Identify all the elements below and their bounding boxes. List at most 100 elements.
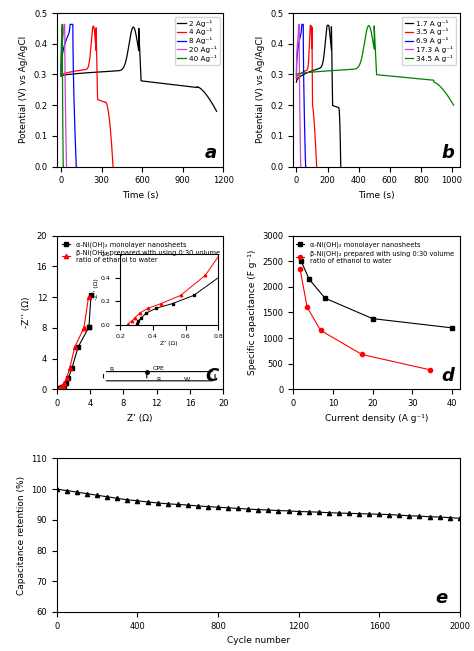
α-Ni(OH)₂ monolayer nanosheets — [57, 385, 63, 393]
17.3 A g⁻¹ — [294, 51, 300, 59]
34.5 A g⁻¹ — [419, 75, 424, 83]
Line: 4 Ag⁻¹: 4 Ag⁻¹ — [61, 26, 113, 167]
20 Ag⁻¹ — [64, 163, 69, 171]
34.5 A g⁻¹ — [356, 61, 362, 69]
2 Ag⁻¹ — [127, 37, 132, 45]
α-Ni(OH)₂ monolayer nanosheets — [75, 343, 81, 351]
Y-axis label: Specific capacitance (F g⁻¹): Specific capacitance (F g⁻¹) — [248, 250, 257, 375]
α-Ni(OH)₂ monolayer nanosheets — [59, 383, 65, 391]
α-Ni(OH)₂ monolayer nanosheets — [449, 324, 455, 332]
2 Ag⁻¹ — [165, 80, 171, 88]
4 Ag⁻¹ — [58, 72, 64, 80]
Text: R: R — [109, 367, 114, 372]
Line: 6.9 A g⁻¹: 6.9 A g⁻¹ — [296, 24, 306, 167]
6.9 A g⁻¹ — [303, 161, 309, 169]
β-Ni(OH)₂ prepared with using 0:30 volume
ratio of ethanol to water — [427, 366, 433, 374]
β-Ni(OH)₂ prepared with using 0:30 volume
ratio of ethanol to water — [81, 324, 87, 332]
40 Ag⁻¹ — [60, 163, 66, 171]
17.3 A g⁻¹ — [298, 161, 303, 169]
17.3 A g⁻¹ — [298, 163, 303, 171]
1.7 A g⁻¹ — [332, 102, 337, 110]
Line: 40 Ag⁻¹: 40 Ag⁻¹ — [61, 24, 63, 167]
4 Ag⁻¹ — [76, 66, 82, 74]
1.7 A g⁻¹ — [306, 68, 312, 76]
Line: β-Ni(OH)₂ prepared with using 0:30 volume
ratio of ethanol to water: β-Ni(OH)₂ prepared with using 0:30 volum… — [57, 295, 91, 391]
Legend: α-Ni(OH)₂ monolayer nanosheets, β-Ni(OH)₂ prepared with using 0:30 volume
ratio : α-Ni(OH)₂ monolayer nanosheets, β-Ni(OH)… — [294, 239, 456, 266]
Line: α-Ni(OH)₂ monolayer nanosheets: α-Ni(OH)₂ monolayer nanosheets — [57, 293, 93, 391]
α-Ni(OH)₂ monolayer nanosheets — [322, 294, 328, 302]
α-Ni(OH)₂ monolayer nanosheets — [56, 385, 62, 393]
Y-axis label: Potential (V) vs Ag/AgCl: Potential (V) vs Ag/AgCl — [19, 36, 28, 143]
1.7 A g⁻¹ — [338, 163, 344, 171]
Text: b: b — [441, 144, 455, 162]
34.5 A g⁻¹ — [416, 75, 421, 83]
Legend: 2 Ag⁻¹, 4 Ag⁻¹, 8 Ag⁻¹, 20 Ag⁻¹, 40 Ag⁻¹: 2 Ag⁻¹, 4 Ag⁻¹, 8 Ag⁻¹, 20 Ag⁻¹, 40 Ag⁻¹ — [174, 17, 220, 64]
α-Ni(OH)₂ monolayer nanosheets — [370, 314, 375, 322]
40 Ag⁻¹ — [60, 154, 66, 162]
α-Ni(OH)₂ monolayer nanosheets — [63, 380, 68, 387]
40 Ag⁻¹ — [58, 51, 64, 59]
β-Ni(OH)₂ prepared with using 0:30 volume
ratio of ethanol to water — [57, 385, 63, 393]
34.5 A g⁻¹ — [401, 74, 407, 81]
Text: W: W — [184, 376, 190, 381]
20 Ag⁻¹ — [64, 161, 69, 169]
4 Ag⁻¹ — [71, 68, 76, 76]
4 Ag⁻¹ — [90, 23, 96, 31]
2 Ag⁻¹ — [58, 72, 64, 80]
β-Ni(OH)₂ prepared with using 0:30 volume
ratio of ethanol to water — [359, 350, 365, 358]
Y-axis label: Potential (V) vs Ag/AgCl: Potential (V) vs Ag/AgCl — [256, 36, 265, 143]
Line: α-Ni(OH)₂ monolayer nanosheets: α-Ni(OH)₂ monolayer nanosheets — [299, 259, 454, 330]
3.5 A g⁻¹ — [311, 117, 317, 124]
β-Ni(OH)₂ prepared with using 0:30 volume
ratio of ethanol to water — [56, 385, 62, 393]
17.3 A g⁻¹ — [298, 163, 304, 171]
8 Ag⁻¹ — [64, 33, 70, 41]
X-axis label: Time (s): Time (s) — [122, 191, 158, 200]
40 Ag⁻¹ — [58, 72, 64, 80]
1.7 A g⁻¹ — [324, 21, 330, 29]
Line: β-Ni(OH)₂ prepared with using 0:30 volume
ratio of ethanol to water: β-Ni(OH)₂ prepared with using 0:30 volum… — [298, 267, 432, 372]
6.9 A g⁻¹ — [294, 51, 300, 59]
8 Ag⁻¹ — [59, 54, 65, 62]
4 Ag⁻¹ — [99, 97, 105, 105]
20 Ag⁻¹ — [64, 163, 70, 171]
8 Ag⁻¹ — [60, 51, 65, 59]
6.9 A g⁻¹ — [297, 33, 303, 41]
3.5 A g⁻¹ — [306, 54, 311, 62]
Text: R: R — [156, 376, 161, 381]
20 Ag⁻¹ — [59, 51, 64, 59]
8 Ag⁻¹ — [73, 163, 79, 171]
β-Ni(OH)₂ prepared with using 0:30 volume
ratio of ethanol to water — [58, 384, 64, 392]
34.5 A g⁻¹ — [366, 21, 372, 29]
6.9 A g⁻¹ — [303, 163, 309, 171]
α-Ni(OH)₂ monolayer nanosheets — [69, 364, 75, 372]
20 Ag⁻¹ — [60, 33, 66, 41]
8 Ag⁻¹ — [73, 163, 79, 171]
2 Ag⁻¹ — [214, 107, 219, 115]
4 Ag⁻¹ — [90, 22, 96, 30]
β-Ni(OH)₂ prepared with using 0:30 volume
ratio of ethanol to water — [62, 380, 67, 387]
3.5 A g⁻¹ — [308, 21, 313, 29]
34.5 A g⁻¹ — [451, 102, 456, 109]
Line: 8 Ag⁻¹: 8 Ag⁻¹ — [61, 24, 76, 167]
3.5 A g⁻¹ — [314, 163, 319, 171]
17.3 A g⁻¹ — [294, 55, 300, 62]
1.7 A g⁻¹ — [333, 103, 339, 111]
3.5 A g⁻¹ — [311, 116, 317, 124]
α-Ni(OH)₂ monolayer nanosheets — [88, 291, 94, 299]
34.5 A g⁻¹ — [293, 70, 299, 78]
α-Ni(OH)₂ monolayer nanosheets — [298, 257, 304, 265]
α-Ni(OH)₂ monolayer nanosheets — [56, 385, 62, 393]
6.9 A g⁻¹ — [303, 163, 309, 171]
40 Ag⁻¹ — [59, 38, 64, 46]
β-Ni(OH)₂ prepared with using 0:30 volume
ratio of ethanol to water — [64, 374, 70, 382]
20 Ag⁻¹ — [58, 72, 64, 80]
34.5 A g⁻¹ — [362, 36, 368, 44]
20 Ag⁻¹ — [61, 20, 67, 28]
β-Ni(OH)₂ prepared with using 0:30 volume
ratio of ethanol to water — [86, 293, 91, 301]
X-axis label: Time (s): Time (s) — [358, 191, 395, 200]
8 Ag⁻¹ — [63, 38, 68, 46]
40 Ag⁻¹ — [59, 33, 64, 41]
Line: 17.3 A g⁻¹: 17.3 A g⁻¹ — [296, 24, 301, 167]
1.7 A g⁻¹ — [311, 66, 317, 74]
Legend: 1.7 A g⁻¹, 3.5 A g⁻¹, 6.9 A g⁻¹, 17.3 A g⁻¹, 34.5 A g⁻¹: 1.7 A g⁻¹, 3.5 A g⁻¹, 6.9 A g⁻¹, 17.3 A … — [402, 17, 456, 64]
